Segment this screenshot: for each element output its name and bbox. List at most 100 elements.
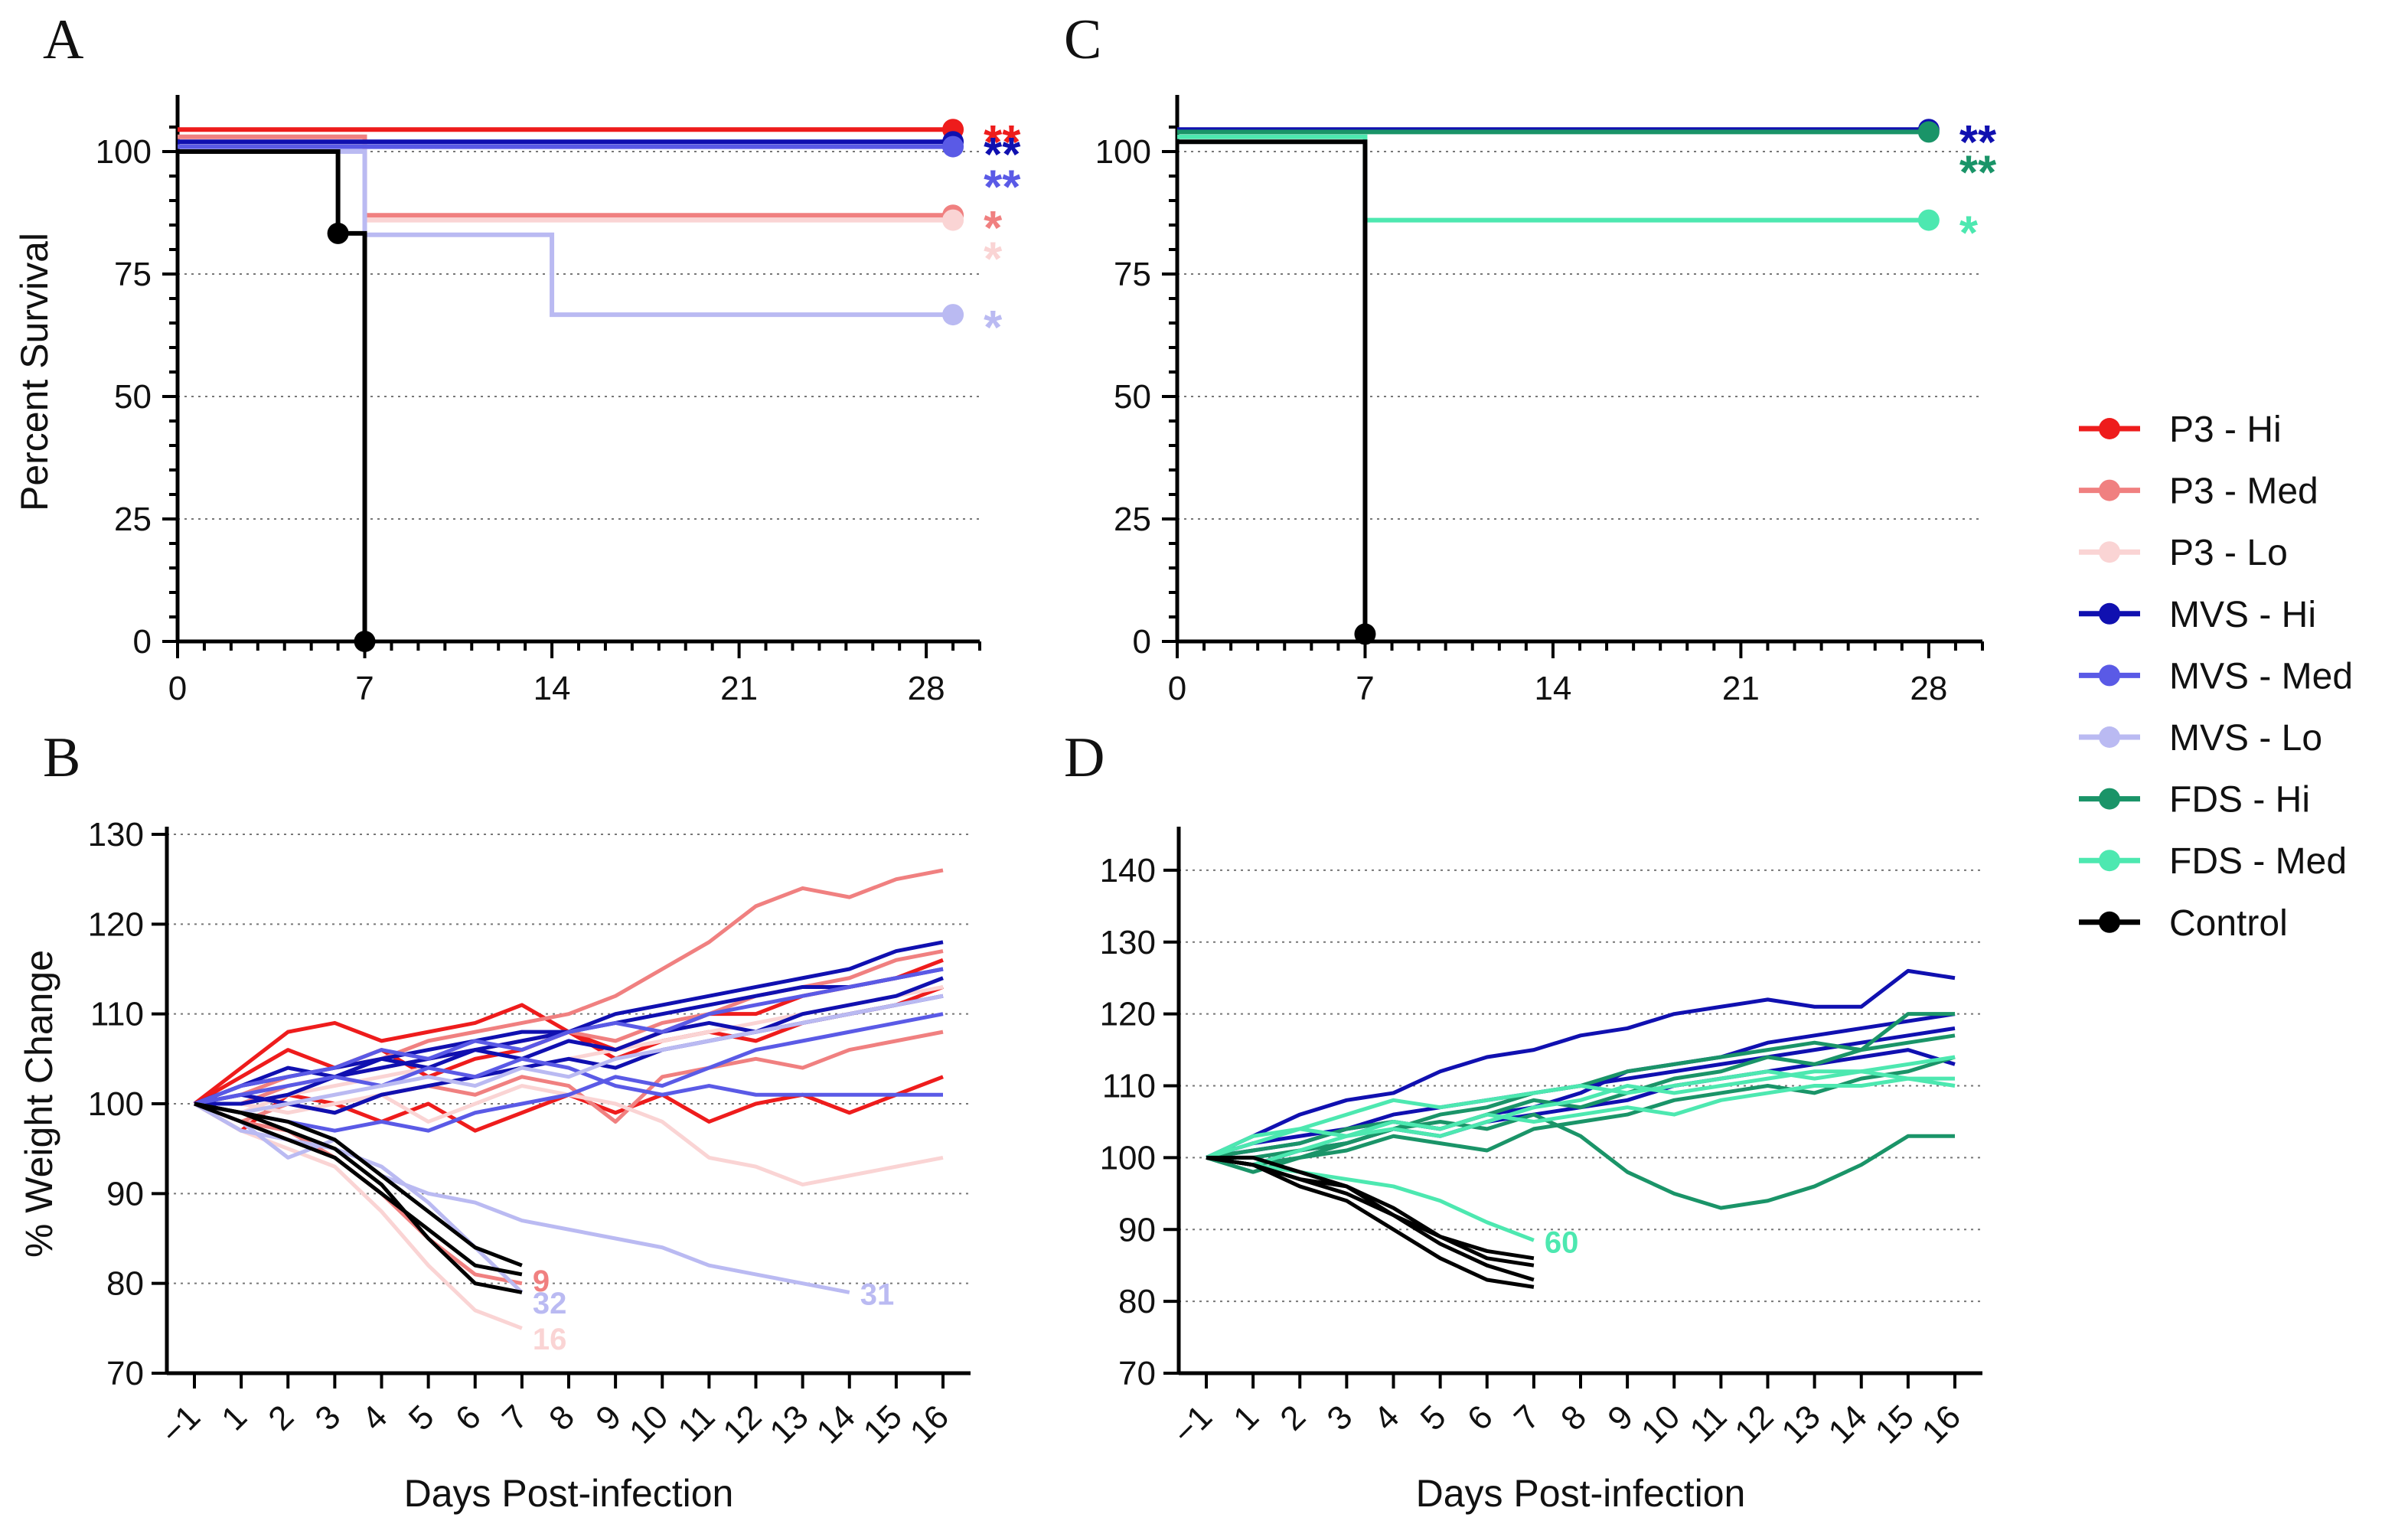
y-tick-label: 110 [90,996,144,1033]
panel-letter-b: B [43,726,80,789]
significance-mvs-lo: * [984,302,1003,354]
x-tick-label: 16 [903,1398,956,1451]
x-tick-label: 16 [1915,1398,1968,1451]
x-tick-label: 12 [1728,1398,1780,1451]
x-tick-label: 0 [168,670,187,707]
x-tick-label: 6 [449,1398,488,1437]
x-axis-title: Days Post-infection [404,1472,734,1515]
x-tick-label: 5 [402,1398,442,1437]
x-tick-label: 9 [1600,1398,1640,1437]
significance-mvs-hi: ** [984,129,1021,181]
weight-line-mvs-hi [194,976,944,1106]
legend-label: P3 - Hi [2169,410,2282,450]
x-tick-label: 1 [1226,1398,1266,1437]
legend-item-mvs-hi: MVS - Hi [2079,595,2316,635]
y-tick-label: 100 [1095,133,1151,171]
weight-line-p3-lo [193,1101,523,1330]
x-tick-label: 7 [1507,1398,1547,1437]
legend-label: FDS - Med [2169,841,2347,882]
y-tick-label: 100 [1100,1139,1156,1176]
x-tick-label: 8 [1554,1398,1594,1437]
y-tick-label: 0 [133,623,152,661]
x-tick-label: 14 [533,670,571,707]
legend: P3 - Hi P3 - Med P3 - Lo MVS - Hi MVS - Med M… [2079,410,2353,944]
y-tick-label: 80 [1118,1283,1156,1320]
legend-item-p3-med: P3 - Med [2079,472,2318,512]
y-tick-label: 100 [88,1085,144,1123]
x-tick-label: 14 [810,1398,863,1451]
x-tick-label: 13 [762,1398,815,1451]
x-tick-label: 28 [908,670,945,707]
survival-end-marker-mvs-med [942,135,964,158]
mortality-label-mvs-lo: 31 [860,1278,895,1311]
weight-line-mvs-lo [194,1101,850,1294]
legend-marker [2099,479,2120,501]
legend-marker [2099,788,2120,810]
x-tick-label: −1 [154,1398,207,1451]
weight-line-mvs-lo [194,994,944,1115]
survival-end-marker-control [354,631,376,652]
y-axis-title: Percent Survival [13,233,56,511]
x-tick-label: 2 [261,1398,301,1437]
survival-line-control [1177,139,1368,635]
survival-end-marker-control [1354,623,1376,645]
x-tick-label: 10 [1634,1398,1687,1451]
x-tick-label: 10 [622,1398,675,1451]
legend-item-p3-lo: P3 - Lo [2079,533,2288,573]
y-tick-label: 0 [1133,623,1151,661]
y-axis-title: % Weight Change [18,950,60,1258]
y-tick-label: 25 [1114,501,1151,538]
significance-mvs-hi: ** [1959,116,1997,169]
weight-line-control [194,1101,523,1268]
legend-marker [2099,850,2120,872]
x-tick-label: 12 [716,1398,768,1451]
weight-line-mvs-hi [1205,968,1956,1160]
y-tick-label: 75 [1114,256,1151,293]
x-tick-label: 13 [1774,1398,1827,1451]
panel-letter-d: D [1064,726,1104,789]
legend-label: P3 - Med [2169,472,2318,512]
weight-line-fds-med [1206,1055,1956,1167]
legend-item-mvs-lo: MVS - Lo [2079,718,2322,759]
y-tick-label: 110 [1102,1068,1156,1105]
mortality-label-p3-lo: 16 [533,1323,567,1356]
x-tick-label: 3 [1320,1398,1359,1437]
x-tick-label: 28 [1910,670,1947,707]
significance-p3-med: * [984,202,1003,255]
weight-line-control [194,1101,523,1277]
legend-marker [2099,664,2120,687]
x-tick-label: 11 [671,1398,722,1449]
significance-mvs-med: ** [984,162,1021,214]
y-tick-label: 50 [1114,378,1151,416]
y-tick-label: 70 [106,1355,144,1392]
x-tick-label: 14 [1534,670,1571,707]
x-tick-label: 7 [1356,670,1374,707]
legend-item-fds-med: FDS - Med [2079,841,2347,882]
x-tick-label: 4 [1367,1398,1407,1437]
weight-line-fds-med [1205,1069,1955,1160]
significance-fds-hi: ** [1959,146,1997,199]
y-tick-label: 130 [88,816,144,853]
y-tick-label: 130 [1100,924,1156,961]
legend-marker [2099,602,2120,625]
legend-label: MVS - Lo [2169,718,2322,759]
x-tick-label: 2 [1273,1398,1313,1437]
legend-marker [2099,418,2120,439]
x-tick-label: 21 [720,670,758,707]
weight-line-mvs-med [194,967,944,1106]
x-tick-label: 11 [1682,1398,1734,1449]
weight-line-mvs-hi [194,940,944,1106]
survival-end-marker-mvs-lo [942,304,964,326]
x-tick-label: 1 [214,1398,254,1437]
x-tick-label: 8 [542,1398,582,1437]
y-tick-label: 75 [114,256,152,293]
y-tick-label: 140 [1100,852,1156,889]
y-tick-label: 120 [1100,996,1156,1033]
legend-label: MVS - Med [2169,656,2353,697]
legend-label: P3 - Lo [2169,533,2288,573]
x-tick-label: 7 [495,1398,535,1437]
